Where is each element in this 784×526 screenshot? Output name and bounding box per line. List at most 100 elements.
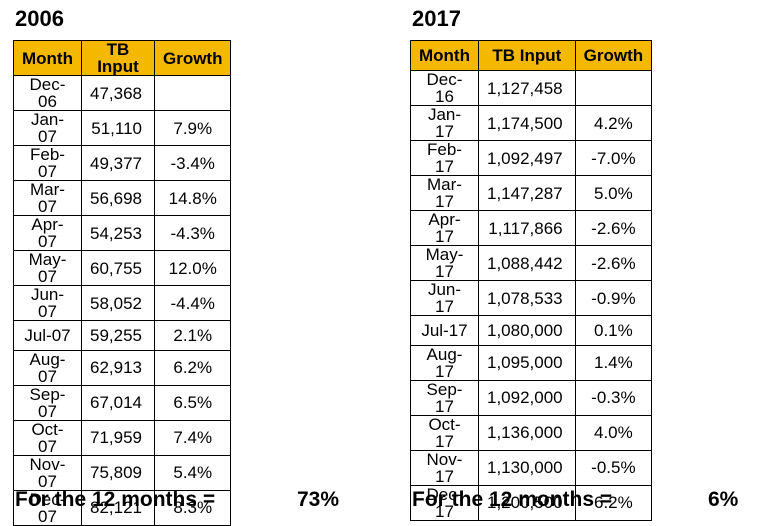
tb-input-cell: 60,755 — [80, 250, 155, 286]
header-row: Month TB Input Growth — [410, 40, 653, 71]
year-title: 2006 — [15, 6, 64, 31]
tb-input-cell: 1,136,000 — [477, 414, 576, 451]
table-row: Dec-07 82,121 8.3% — [13, 489, 232, 526]
summary-line: For the 12 months = 73% — [15, 488, 339, 512]
tb-input-cell: 1,117,866 — [477, 210, 576, 246]
growth-cell: 8.3% — [153, 489, 232, 526]
table-row: Sep-17 1,092,000 -0.3% — [410, 379, 653, 416]
month-cell: Nov-07 — [13, 454, 82, 491]
tb-input-cell: 47,368 — [80, 75, 155, 111]
table-row: Dec-17 1,200,500 6.2% — [410, 484, 653, 521]
table-row: Oct-07 71,959 7.4% — [13, 419, 232, 456]
month-cell: Apr-17 — [410, 210, 479, 246]
growth-cell: 4.2% — [574, 105, 653, 141]
growth-cell: 2.1% — [153, 320, 232, 351]
tb-input-cell: 62,913 — [80, 349, 155, 386]
growth-cell: 1.4% — [574, 344, 653, 381]
column-header-growth: Growth — [153, 40, 232, 76]
month-cell: Feb-07 — [13, 145, 82, 181]
growth-cell: 5.0% — [574, 175, 653, 211]
table-row: Apr-17 1,117,866 -2.6% — [410, 210, 653, 246]
month-cell: Dec-07 — [13, 489, 82, 526]
tb-input-cell: 1,095,000 — [477, 344, 576, 381]
tb-input-cell: 1,080,000 — [477, 315, 576, 346]
tb-input-cell: 75,809 — [80, 454, 155, 491]
growth-cell: 6.2% — [153, 349, 232, 386]
month-cell: Jan-07 — [13, 110, 82, 146]
month-cell: Feb-17 — [410, 140, 479, 176]
column-header-tb-input: TB Input — [80, 40, 155, 76]
growth-cell: 6.5% — [153, 384, 232, 421]
table-row: Mar-17 1,147,287 5.0% — [410, 175, 653, 211]
tb-input-cell: 1,127,458 — [477, 70, 576, 106]
growth-cell: 14.8% — [153, 180, 232, 216]
table-row: Aug-07 62,913 6.2% — [13, 349, 232, 386]
growth-cell: -0.9% — [574, 280, 653, 316]
table-row: Dec-16 1,127,458 — [410, 70, 653, 106]
growth-cell: -4.4% — [153, 285, 232, 321]
tb-input-cell: 82,121 — [80, 489, 155, 526]
table-row: Nov-07 75,809 5.4% — [13, 454, 232, 491]
growth-cell: 7.9% — [153, 110, 232, 146]
month-cell: Dec-06 — [13, 75, 82, 111]
tb-input-cell: 67,014 — [80, 384, 155, 421]
growth-cell — [574, 70, 653, 106]
summary-label: For the 12 months = — [15, 488, 216, 511]
tb-input-cell: 1,092,497 — [477, 140, 576, 176]
table-row: Jan-17 1,174,500 4.2% — [410, 105, 653, 141]
summary-value: 73% — [297, 488, 340, 511]
summary-label: For the 12 months = — [412, 488, 613, 511]
month-cell: Jan-17 — [410, 105, 479, 141]
growth-cell: 5.4% — [153, 454, 232, 491]
tb-input-cell: 1,078,533 — [477, 280, 576, 316]
month-cell: Oct-17 — [410, 414, 479, 451]
growth-cell: -7.0% — [574, 140, 653, 176]
month-cell: May-17 — [410, 245, 479, 281]
growth-cell: 12.0% — [153, 250, 232, 286]
table-row: Jul-07 59,255 2.1% — [13, 320, 232, 351]
month-cell: Dec-16 — [410, 70, 479, 106]
table-row: Apr-07 54,253 -4.3% — [13, 215, 232, 251]
table-row: Feb-07 49,377 -3.4% — [13, 145, 232, 181]
table-body: Dec-06 47,368 Jan-07 51,110 7.9% Feb-07 49,377… — [13, 75, 232, 526]
table-row: Oct-17 1,136,000 4.0% — [410, 414, 653, 451]
header-row: Month TB Input Growth — [13, 40, 232, 76]
tb-input-cell: 59,255 — [80, 320, 155, 351]
month-cell: Jul-07 — [13, 320, 82, 351]
growth-cell: -2.6% — [574, 210, 653, 246]
column-header-tb-input: TB Input — [477, 40, 576, 71]
tb-input-cell: 1,130,000 — [477, 449, 576, 486]
growth-cell: 0.1% — [574, 315, 653, 346]
year-title: 2017 — [412, 6, 461, 31]
tb-input-cell: 1,092,000 — [477, 379, 576, 416]
column-header-growth: Growth — [574, 40, 653, 71]
growth-cell — [153, 75, 232, 111]
month-cell: Mar-07 — [13, 180, 82, 216]
month-cell: Aug-17 — [410, 344, 479, 381]
table-row: Feb-17 1,092,497 -7.0% — [410, 140, 653, 176]
table-row: Jan-07 51,110 7.9% — [13, 110, 232, 146]
growth-cell: -4.3% — [153, 215, 232, 251]
month-cell: Sep-07 — [13, 384, 82, 421]
table-row: May-17 1,088,442 -2.6% — [410, 245, 653, 281]
month-cell: Jul-17 — [410, 315, 479, 346]
tb-input-cell: 1,088,442 — [477, 245, 576, 281]
month-cell: Dec-17 — [410, 484, 479, 521]
month-cell: Jun-07 — [13, 285, 82, 321]
table-row: Aug-17 1,095,000 1.4% — [410, 344, 653, 381]
table-row: Jul-17 1,080,000 0.1% — [410, 315, 653, 346]
table-row: Nov-17 1,130,000 -0.5% — [410, 449, 653, 486]
table-row: Sep-07 67,014 6.5% — [13, 384, 232, 421]
table-row: Jun-07 58,052 -4.4% — [13, 285, 232, 321]
month-cell: Apr-07 — [13, 215, 82, 251]
table-row: Mar-07 56,698 14.8% — [13, 180, 232, 216]
tb-input-cell: 58,052 — [80, 285, 155, 321]
summary-line: For the 12 months = 6% — [412, 488, 738, 512]
growth-cell: -2.6% — [574, 245, 653, 281]
tb-input-cell: 71,959 — [80, 419, 155, 456]
tb-input-cell: 54,253 — [80, 215, 155, 251]
table-body: Dec-16 1,127,458 Jan-17 1,174,500 4.2% Feb-17… — [410, 70, 653, 521]
growth-cell: 6.2% — [574, 484, 653, 521]
column-header-month: Month — [13, 40, 82, 76]
tb-input-cell: 1,174,500 — [477, 105, 576, 141]
